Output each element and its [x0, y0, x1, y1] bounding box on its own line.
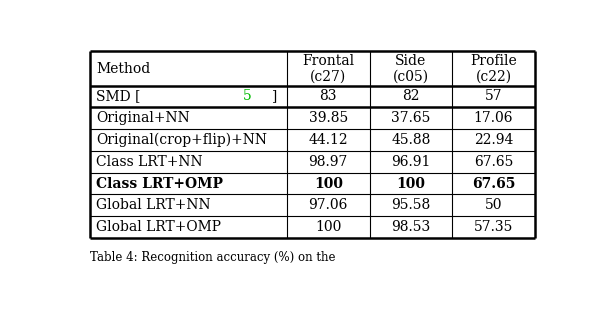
Text: Global LRT+NN: Global LRT+NN — [96, 199, 210, 213]
Text: Side
(c05): Side (c05) — [393, 53, 429, 84]
Text: Original+NN: Original+NN — [96, 110, 190, 124]
Text: 5: 5 — [243, 89, 251, 103]
Text: 50: 50 — [485, 199, 502, 213]
Text: 83: 83 — [320, 89, 337, 103]
Text: 22.94: 22.94 — [474, 133, 513, 146]
Text: Global LRT+OMP: Global LRT+OMP — [96, 220, 221, 235]
Text: Table 4: Recognition accuracy (%) on the: Table 4: Recognition accuracy (%) on the — [90, 251, 336, 264]
Text: 95.58: 95.58 — [391, 199, 431, 213]
Text: SMD [: SMD [ — [96, 89, 140, 103]
Text: Original(crop+flip)+NN: Original(crop+flip)+NN — [96, 132, 267, 147]
Text: 100: 100 — [315, 220, 342, 235]
Text: 96.91: 96.91 — [391, 155, 431, 168]
Text: 82: 82 — [402, 89, 420, 103]
Text: 37.65: 37.65 — [391, 110, 431, 124]
Text: Method: Method — [96, 62, 150, 76]
Text: 17.06: 17.06 — [474, 110, 513, 124]
Text: 98.53: 98.53 — [391, 220, 431, 235]
Text: Class LRT+NN: Class LRT+NN — [96, 155, 203, 168]
Text: 39.85: 39.85 — [309, 110, 348, 124]
Text: 100: 100 — [314, 177, 343, 191]
Text: Frontal
(c27): Frontal (c27) — [302, 53, 354, 84]
Text: 57.35: 57.35 — [474, 220, 513, 235]
Text: 67.65: 67.65 — [472, 177, 515, 191]
Text: Profile
(c22): Profile (c22) — [470, 53, 517, 84]
Text: 57: 57 — [485, 89, 502, 103]
Text: 98.97: 98.97 — [309, 155, 348, 168]
Text: 100: 100 — [396, 177, 425, 191]
Text: Class LRT+OMP: Class LRT+OMP — [96, 177, 223, 191]
Text: 67.65: 67.65 — [474, 155, 513, 168]
Text: 45.88: 45.88 — [391, 133, 431, 146]
Text: 44.12: 44.12 — [309, 133, 348, 146]
Text: ]: ] — [272, 89, 278, 103]
Text: 97.06: 97.06 — [309, 199, 348, 213]
